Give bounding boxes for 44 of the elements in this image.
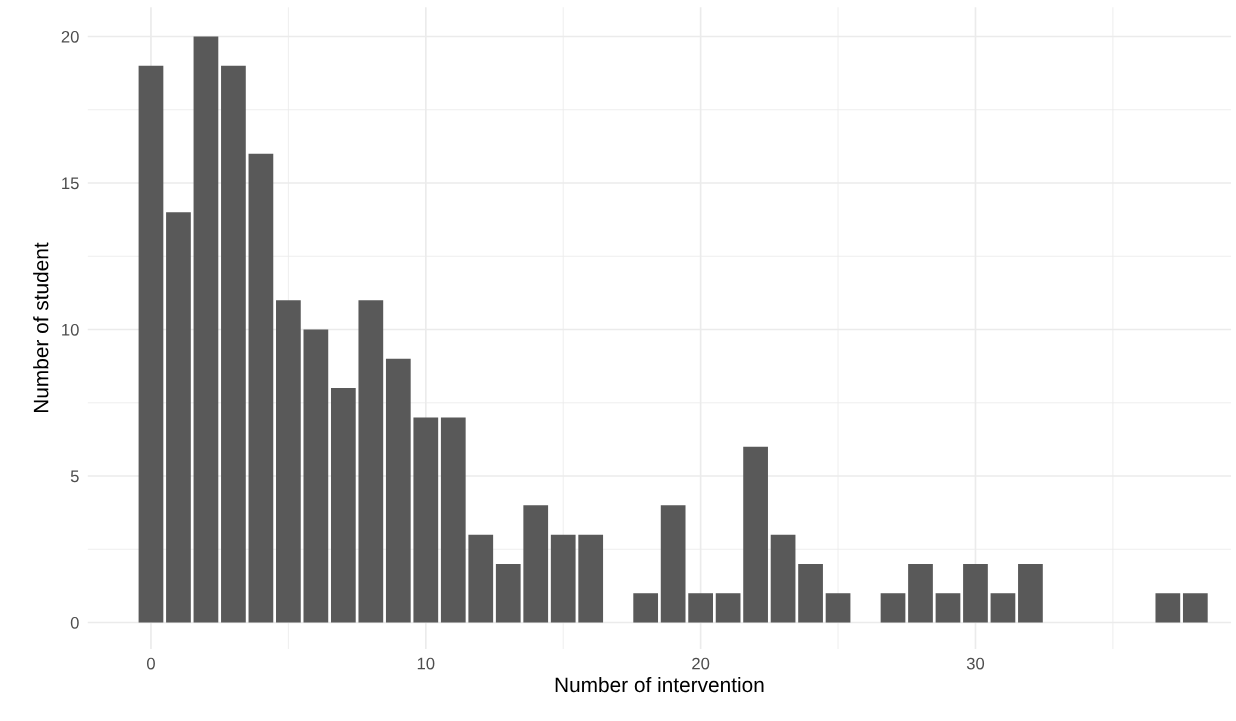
bar: [963, 563, 988, 623]
x-axis-title: Number of intervention: [555, 676, 764, 693]
bar: [193, 36, 219, 623]
bar: [908, 563, 933, 623]
bar: [715, 593, 741, 623]
bar: [1182, 593, 1208, 623]
bar: [523, 505, 549, 623]
bar: [1155, 593, 1181, 623]
bar: [330, 388, 356, 623]
bar: [990, 593, 1016, 623]
y-tick-label: 5: [70, 470, 79, 483]
y-axis-title: Number of student: [33, 242, 49, 413]
x-tick-label: 10: [417, 657, 435, 670]
y-tick-label: 20: [61, 30, 79, 43]
bar: [385, 358, 411, 623]
y-tick-label: 10: [62, 323, 79, 336]
bar: [166, 212, 191, 623]
bar: [578, 534, 604, 623]
bar: [276, 300, 301, 623]
bar: [825, 593, 851, 623]
bar: [633, 593, 659, 623]
bar: [358, 300, 384, 623]
x-tick-label: 0: [146, 657, 155, 670]
bar: [221, 65, 246, 623]
bar: [413, 417, 439, 623]
bar: [550, 534, 576, 623]
bar: [935, 593, 961, 623]
bar: [798, 563, 823, 623]
bar: [660, 505, 686, 623]
x-tick-label: 20: [692, 657, 710, 670]
y-tick-label: 15: [62, 177, 79, 190]
x-tick-label: 30: [966, 657, 985, 670]
bar: [770, 534, 796, 623]
bar: [495, 563, 521, 623]
y-tick-label: 0: [70, 616, 79, 629]
bar: [138, 65, 164, 623]
bar: [303, 329, 329, 623]
bar: [468, 534, 494, 623]
bar: [688, 593, 713, 623]
bar: [248, 153, 274, 623]
bar: [440, 417, 466, 623]
bar: [880, 593, 906, 623]
bar: [1018, 563, 1043, 623]
bar: [743, 446, 768, 623]
